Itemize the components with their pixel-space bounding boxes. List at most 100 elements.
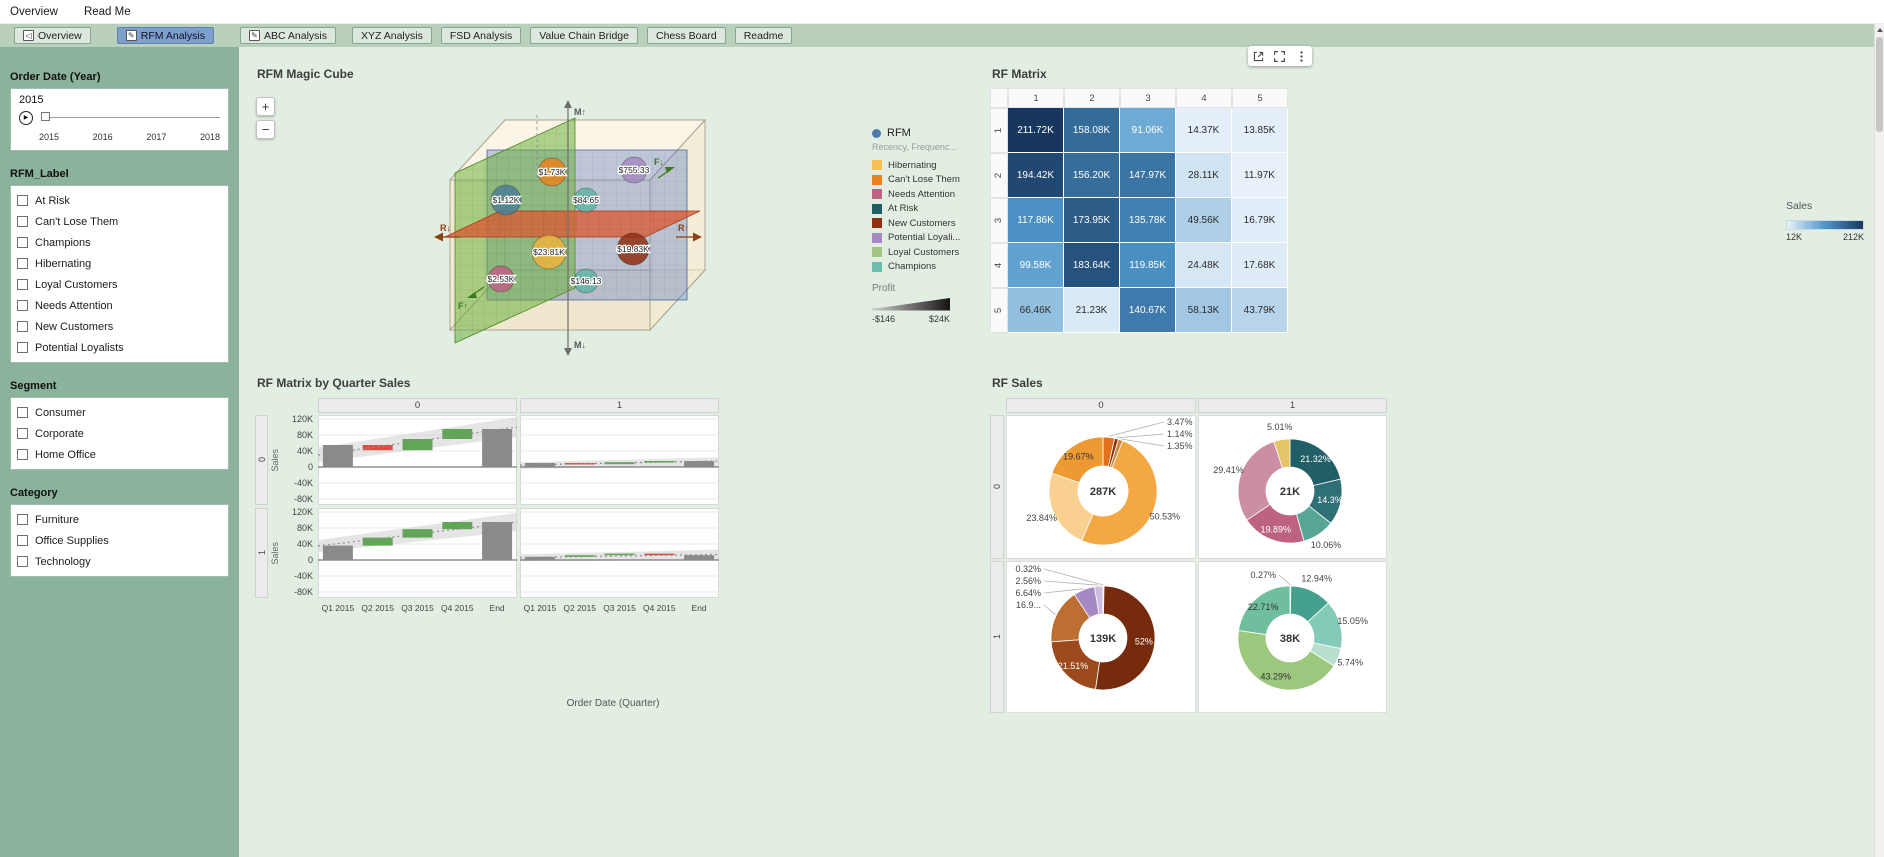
- checkbox-item-potential-loyalists[interactable]: Potential Loyalists: [17, 337, 228, 358]
- waterfall-bar[interactable]: [362, 445, 393, 451]
- donut-slice[interactable]: [1094, 585, 1156, 691]
- waterfall-bar[interactable]: [684, 461, 715, 467]
- sheet-tab-fsd-analysis[interactable]: FSD Analysis: [440, 27, 522, 44]
- checkbox[interactable]: [17, 556, 28, 567]
- heatmap-cell[interactable]: 11.97K: [1232, 153, 1288, 198]
- waterfall-bar[interactable]: [442, 429, 473, 439]
- heatmap-cell[interactable]: 28.11K: [1176, 153, 1232, 198]
- checkbox[interactable]: [17, 428, 28, 439]
- fullscreen-icon[interactable]: [1273, 50, 1286, 63]
- checkbox-item-home-office[interactable]: Home Office: [17, 444, 228, 465]
- checkbox-item-office-supplies[interactable]: Office Supplies: [17, 530, 228, 551]
- legend-item-hibernating[interactable]: Hibernating: [872, 158, 982, 173]
- workbook-tab-read-me[interactable]: Read Me: [83, 5, 131, 18]
- heatmap-cell[interactable]: 194.42K: [1008, 153, 1064, 198]
- heatmap-cell[interactable]: 173.95K: [1064, 198, 1120, 243]
- waterfall-bar[interactable]: [524, 556, 555, 560]
- zoom-out-button[interactable]: −: [256, 120, 275, 139]
- checkbox[interactable]: [17, 514, 28, 525]
- checkbox[interactable]: [17, 535, 28, 546]
- waterfall-bar[interactable]: [524, 463, 555, 467]
- donut-slice[interactable]: [1051, 436, 1104, 484]
- heatmap-cell[interactable]: 211.72K: [1008, 108, 1064, 153]
- checkbox[interactable]: [17, 449, 28, 460]
- legend-item-at-risk[interactable]: At Risk: [872, 202, 982, 217]
- waterfall-bar[interactable]: [442, 522, 473, 530]
- checkbox-item-technology[interactable]: Technology: [17, 551, 228, 572]
- more-options-icon[interactable]: [1295, 50, 1308, 63]
- sheet-tab-rfm-analysis[interactable]: ✎ RFM Analysis: [116, 27, 214, 44]
- heatmap-cell[interactable]: 49.56K: [1176, 198, 1232, 243]
- year-slider-handle[interactable]: [41, 112, 50, 121]
- checkbox-item-can-t-lose-them[interactable]: Can't Lose Them: [17, 211, 228, 232]
- checkbox-item-furniture[interactable]: Furniture: [17, 509, 228, 530]
- waterfall-bar[interactable]: [402, 439, 433, 451]
- sheet-tab-chess-board[interactable]: Chess Board: [646, 27, 726, 44]
- year-slider-track[interactable]: [41, 112, 220, 121]
- donut-slice[interactable]: [1048, 472, 1094, 542]
- heatmap-cell[interactable]: 16.79K: [1232, 198, 1288, 243]
- checkbox[interactable]: [17, 237, 28, 248]
- heatmap-cell[interactable]: 117.86K: [1008, 198, 1064, 243]
- heatmap-cell[interactable]: 66.46K: [1008, 288, 1064, 333]
- checkbox-item-champions[interactable]: Champions: [17, 232, 228, 253]
- vertical-scrollbar[interactable]: [1874, 24, 1884, 857]
- play-button[interactable]: ▶: [19, 110, 33, 125]
- waterfall-pane[interactable]: [318, 415, 517, 505]
- waterfall-bar[interactable]: [362, 537, 393, 546]
- checkbox[interactable]: [17, 258, 28, 269]
- checkbox[interactable]: [17, 321, 28, 332]
- workbook-tab-overview[interactable]: Overview: [10, 5, 58, 18]
- donut-slice[interactable]: [1093, 585, 1104, 615]
- legend-item-needs-attention[interactable]: Needs Attention: [872, 187, 982, 202]
- donut-slice[interactable]: [1237, 630, 1335, 691]
- heatmap-cell[interactable]: 147.97K: [1120, 153, 1176, 198]
- checkbox-item-consumer[interactable]: Consumer: [17, 402, 228, 423]
- scroll-up-arrow[interactable]: [1876, 28, 1883, 32]
- cube-bubble[interactable]: [487, 265, 515, 293]
- checkbox-item-at-risk[interactable]: At Risk: [17, 190, 228, 211]
- heatmap-cell[interactable]: 91.06K: [1120, 108, 1176, 153]
- sheet-tab-readme[interactable]: Readme: [734, 27, 793, 44]
- cube-bubble[interactable]: [537, 157, 567, 187]
- checkbox[interactable]: [17, 300, 28, 311]
- donut-slice[interactable]: [1237, 441, 1284, 521]
- checkbox-item-corporate[interactable]: Corporate: [17, 423, 228, 444]
- checkbox-item-new-customers[interactable]: New Customers: [17, 316, 228, 337]
- cube-bubble[interactable]: [490, 184, 522, 216]
- heatmap-cell[interactable]: 13.85K: [1232, 108, 1288, 153]
- cube-bubble[interactable]: [531, 234, 567, 270]
- zoom-in-button[interactable]: +: [256, 97, 275, 116]
- waterfall-bar[interactable]: [564, 555, 595, 557]
- heatmap-cell[interactable]: 183.64K: [1064, 243, 1120, 288]
- waterfall-pane[interactable]: [520, 508, 719, 598]
- waterfall-bar[interactable]: [322, 545, 353, 560]
- share-icon[interactable]: [1252, 50, 1265, 63]
- checkbox-item-needs-attention[interactable]: Needs Attention: [17, 295, 228, 316]
- waterfall-pane[interactable]: [520, 415, 719, 505]
- heatmap-cell[interactable]: 135.78K: [1120, 198, 1176, 243]
- sheet-tab-abc-analysis[interactable]: ✎ ABC Analysis: [239, 27, 336, 44]
- waterfall-bar[interactable]: [482, 429, 513, 467]
- legend-item-new-customers[interactable]: New Customers: [872, 216, 982, 231]
- cube-bubble[interactable]: [616, 232, 650, 266]
- heatmap-cell[interactable]: 14.37K: [1176, 108, 1232, 153]
- waterfall-bar[interactable]: [604, 462, 635, 465]
- legend-item-potential-loyali[interactable]: Potential Loyali...: [872, 231, 982, 246]
- cube-bubble[interactable]: [620, 156, 648, 184]
- donut-slice[interactable]: [1081, 440, 1158, 546]
- checkbox[interactable]: [17, 216, 28, 227]
- waterfall-bar[interactable]: [684, 555, 715, 560]
- checkbox[interactable]: [17, 279, 28, 290]
- heatmap-cell[interactable]: 140.67K: [1120, 288, 1176, 333]
- heatmap-cell[interactable]: 58.13K: [1176, 288, 1232, 333]
- legend-item-champions[interactable]: Champions: [872, 260, 982, 275]
- waterfall-bar[interactable]: [644, 553, 675, 556]
- cube-bubble[interactable]: [573, 187, 599, 213]
- scroll-thumb[interactable]: [1876, 37, 1883, 132]
- cube-bubble[interactable]: [573, 268, 599, 294]
- heatmap-cell[interactable]: 99.58K: [1008, 243, 1064, 288]
- heatmap-cell[interactable]: 156.20K: [1064, 153, 1120, 198]
- rfm-cube-3d[interactable]: M↑ M↓ R↓ R↑ F↑ F↓ $1.73K $755.33 $1.12K $84…: [400, 85, 730, 375]
- waterfall-bar[interactable]: [644, 461, 675, 463]
